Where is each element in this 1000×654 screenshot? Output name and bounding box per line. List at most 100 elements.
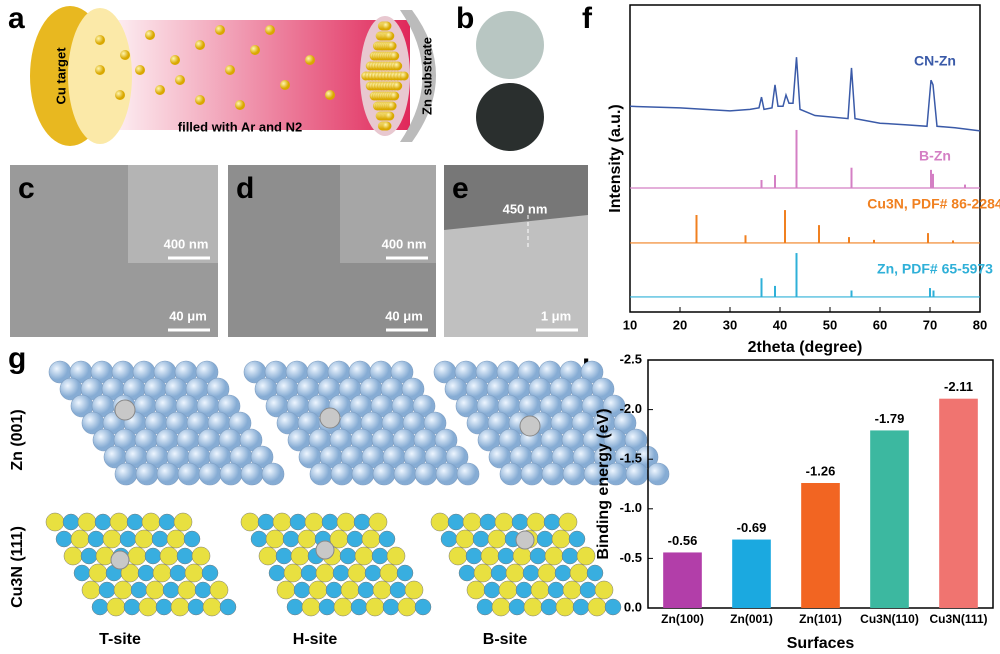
atom xyxy=(170,55,180,65)
zn-atom xyxy=(198,462,222,486)
zn-atom xyxy=(219,462,243,486)
cu-atom xyxy=(512,546,532,566)
thickness-label: 450 nm xyxy=(503,201,548,216)
adatom xyxy=(114,399,136,421)
atom xyxy=(95,35,105,45)
cu-atom xyxy=(297,529,317,549)
deposited-atom xyxy=(382,21,392,31)
cu-atom xyxy=(276,580,296,600)
deposited-atom xyxy=(387,41,397,51)
cu-atom xyxy=(523,597,543,617)
n-atom xyxy=(371,547,389,565)
deposited-atom xyxy=(382,121,392,131)
bar xyxy=(801,483,840,608)
n-atom xyxy=(300,564,318,582)
cu-atom xyxy=(555,597,575,617)
adatom xyxy=(315,540,335,560)
cu-atom xyxy=(173,512,193,532)
n-atom xyxy=(275,547,293,565)
cu-atom xyxy=(480,546,500,566)
n-atom xyxy=(414,598,432,616)
zn-atom xyxy=(135,462,159,486)
y-tick-label: -0.5 xyxy=(620,550,642,565)
n-atom xyxy=(158,513,176,531)
cu-atom xyxy=(70,529,90,549)
zn-atom xyxy=(423,411,447,435)
cu-atom xyxy=(109,512,129,532)
cu-atom xyxy=(505,563,525,583)
gas-label: filled with Ar and N2 xyxy=(178,119,302,134)
cu-atom xyxy=(134,529,154,549)
x-tick-label: Cu3N(110) xyxy=(860,612,919,626)
cu-atom xyxy=(127,546,147,566)
zn-atom xyxy=(250,445,274,469)
panel-letter: e xyxy=(452,172,469,205)
zn-atom xyxy=(435,462,459,486)
cu-atom xyxy=(386,546,406,566)
cu-atom xyxy=(283,563,303,583)
x-tick-label: 20 xyxy=(673,317,687,332)
n-atom xyxy=(201,564,219,582)
cu-atom xyxy=(466,580,486,600)
cu-atom xyxy=(336,512,356,532)
n-atom xyxy=(55,530,73,548)
cu-atom xyxy=(354,546,374,566)
cu-atom xyxy=(430,512,450,532)
x-tick-label: 70 xyxy=(923,317,937,332)
n-atom xyxy=(123,598,141,616)
atom xyxy=(195,95,205,105)
cu-atom xyxy=(184,563,204,583)
n-atom xyxy=(353,513,371,531)
n-atom xyxy=(91,598,109,616)
n-atom xyxy=(529,547,547,565)
cu-atom xyxy=(113,580,133,600)
deposited-atom xyxy=(393,61,403,71)
cu-atom xyxy=(209,580,229,600)
value-label: -0.56 xyxy=(668,533,698,548)
x-tick-label: Zn(001) xyxy=(730,612,773,626)
series-label: B-Zn xyxy=(919,148,951,164)
zn-atom xyxy=(414,462,438,486)
series-label: Zn, PDF# 65-5973 xyxy=(877,261,993,277)
n-atom xyxy=(187,598,205,616)
cu-atom xyxy=(177,580,197,600)
zn-atom xyxy=(434,428,458,452)
x-axis-label: 2theta (degree) xyxy=(748,339,863,356)
cu-atom xyxy=(562,580,582,600)
n-atom xyxy=(282,530,300,548)
cu-atom xyxy=(258,546,278,566)
panel-letter: a xyxy=(8,2,25,35)
cu-atom xyxy=(404,580,424,600)
n-atom xyxy=(536,530,554,548)
cu-atom xyxy=(106,597,126,617)
bar xyxy=(732,539,771,608)
series-label: CN-Zn xyxy=(914,53,956,69)
zn-atom xyxy=(217,394,241,418)
plasma-beam xyxy=(90,20,410,130)
n-atom xyxy=(364,564,382,582)
zn-atom xyxy=(401,377,425,401)
atom xyxy=(250,45,260,55)
zn-atom xyxy=(445,445,469,469)
atom xyxy=(265,25,275,35)
n-atom xyxy=(250,530,268,548)
n-atom xyxy=(382,598,400,616)
y-tick-label: -2.0 xyxy=(620,401,642,416)
atom xyxy=(215,25,225,35)
n-atom xyxy=(119,530,137,548)
sample-coated xyxy=(476,83,544,151)
zn-atom xyxy=(624,428,648,452)
cu-atom xyxy=(77,512,97,532)
n-atom xyxy=(357,581,375,599)
cu-atom xyxy=(473,563,493,583)
y-axis-label: Intensity (a.u.) xyxy=(607,104,624,212)
zn-atom xyxy=(156,462,180,486)
atom xyxy=(155,85,165,95)
cu-atom xyxy=(88,563,108,583)
panel-letter: g xyxy=(8,342,26,375)
value-label: -1.79 xyxy=(875,411,905,426)
zn-atom xyxy=(580,360,604,384)
n-atom xyxy=(396,564,414,582)
